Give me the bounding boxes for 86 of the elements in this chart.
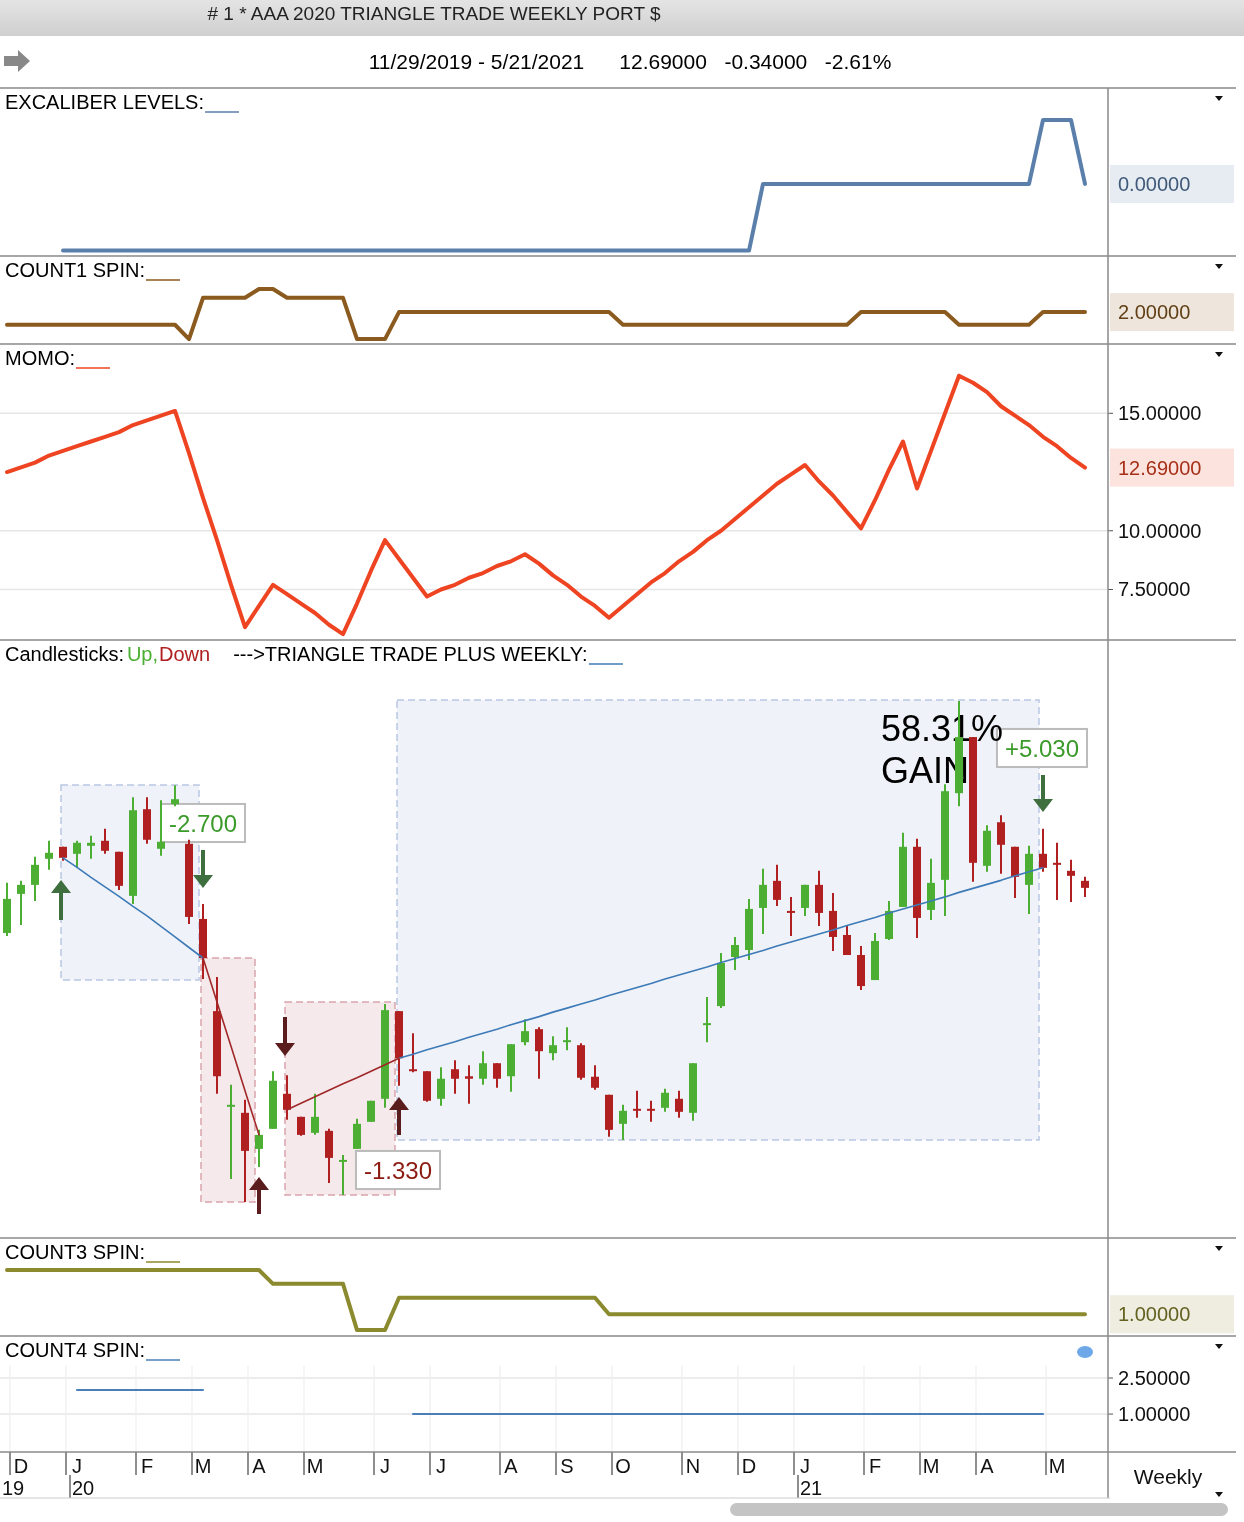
x-tick-label: J bbox=[380, 1455, 390, 1477]
candlestick bbox=[157, 799, 165, 857]
text: Down bbox=[159, 643, 211, 665]
candlestick bbox=[45, 839, 53, 871]
text: 2.00000 bbox=[1118, 301, 1191, 324]
x-tick-label: F bbox=[140, 1455, 154, 1477]
candlestick bbox=[997, 814, 1005, 875]
text: 20 bbox=[72, 1477, 95, 1499]
candlestick bbox=[73, 839, 81, 869]
candlestick bbox=[563, 1026, 571, 1052]
x-tick-label: N bbox=[685, 1455, 701, 1477]
y-tick-label: 2.50000 bbox=[1118, 1367, 1191, 1390]
chart-subtitle: 11/29/2019 - 5/21/2021 12.69000 -0.34000 -2.61% bbox=[368, 50, 892, 73]
y-tick-label: 1.00000 bbox=[1118, 1403, 1191, 1426]
candlestick bbox=[465, 1064, 473, 1105]
x-tick-label: F bbox=[868, 1455, 882, 1477]
x-tick-label: S bbox=[560, 1455, 574, 1477]
x-tick-label: M bbox=[1048, 1455, 1066, 1477]
legend-label: --->TRIANGLE TRADE PLUS WEEKLY: bbox=[233, 643, 588, 665]
candlestick bbox=[409, 1032, 417, 1074]
candlestick bbox=[339, 1153, 347, 1196]
x-tick-label: J bbox=[72, 1455, 82, 1477]
x-tick-label: J bbox=[436, 1455, 446, 1477]
candlestick bbox=[633, 1089, 641, 1119]
candlestick bbox=[759, 867, 767, 935]
annotation: -1.330 bbox=[363, 1156, 433, 1184]
legend-label: MOMO: bbox=[5, 347, 75, 369]
x-tick-label: A bbox=[980, 1455, 995, 1477]
candlestick bbox=[787, 895, 795, 937]
legend-label: EXCALIBER LEVELS: bbox=[5, 91, 204, 113]
x-tick-label: J bbox=[800, 1455, 810, 1477]
text: Weekly bbox=[1133, 1465, 1203, 1488]
candlestick bbox=[493, 1062, 501, 1089]
candlestick bbox=[227, 1083, 235, 1180]
candlestick bbox=[1067, 858, 1075, 903]
x-tick-label: D bbox=[13, 1455, 29, 1477]
x-tick-label: A bbox=[252, 1455, 267, 1477]
candlestick bbox=[1081, 875, 1089, 898]
legend-label: COUNT3 SPIN: bbox=[5, 1241, 146, 1263]
candlestick bbox=[591, 1064, 599, 1091]
candlestick bbox=[31, 855, 39, 902]
x-tick-label: M bbox=[922, 1455, 940, 1477]
text: 0.00000 bbox=[1118, 172, 1191, 195]
candlestick bbox=[87, 834, 95, 860]
x-tick-label: A bbox=[504, 1455, 519, 1477]
x-tick-label: M bbox=[194, 1455, 212, 1477]
candlestick bbox=[451, 1059, 459, 1095]
legend-title: Candlesticks: bbox=[5, 643, 124, 665]
annotation: -2.700 bbox=[168, 809, 238, 837]
candlestick bbox=[521, 1018, 529, 1047]
candlestick bbox=[619, 1103, 627, 1141]
text: 19 bbox=[2, 1477, 25, 1499]
candlestick bbox=[675, 1089, 683, 1119]
y-tick-label: 10.00000 bbox=[1118, 519, 1202, 542]
candlestick bbox=[1039, 827, 1047, 873]
legend-label: COUNT4 SPIN: bbox=[5, 1339, 146, 1361]
candlestick bbox=[437, 1066, 445, 1107]
annotation: +5.030 bbox=[1004, 734, 1080, 762]
candlestick bbox=[17, 879, 25, 926]
candlestick bbox=[255, 1128, 263, 1168]
candlestick bbox=[731, 935, 739, 972]
candlestick bbox=[843, 924, 851, 957]
line-series bbox=[5, 373, 1087, 637]
candlestick bbox=[549, 1035, 557, 1062]
candlestick bbox=[1053, 841, 1061, 901]
candlestick bbox=[535, 1026, 543, 1080]
x-tick-label: O bbox=[615, 1455, 631, 1477]
x-tick-label: M bbox=[306, 1455, 324, 1477]
legend-label: COUNT1 SPIN: bbox=[5, 259, 146, 281]
text: Up, bbox=[126, 643, 159, 665]
candlestick bbox=[647, 1099, 655, 1123]
candlestick bbox=[661, 1087, 669, 1113]
candlestick bbox=[171, 784, 179, 808]
candlestick bbox=[479, 1050, 487, 1086]
x-tick-label: D bbox=[741, 1455, 757, 1477]
text: 21 bbox=[800, 1477, 823, 1499]
chart-title: # 1 * AAA 2020 TRIANGLE TRADE WEEKLY PORT $ bbox=[207, 3, 661, 24]
candlestick bbox=[311, 1092, 319, 1136]
candlestick bbox=[703, 996, 711, 1044]
y-tick-label: 15.00000 bbox=[1118, 402, 1202, 425]
candlestick bbox=[801, 883, 809, 917]
candlestick bbox=[101, 827, 109, 855]
data-label: 12.69000 bbox=[1118, 456, 1202, 479]
candlestick bbox=[283, 1074, 291, 1121]
candlestick bbox=[773, 863, 781, 907]
y-tick-label: 7.50000 bbox=[1118, 578, 1191, 601]
